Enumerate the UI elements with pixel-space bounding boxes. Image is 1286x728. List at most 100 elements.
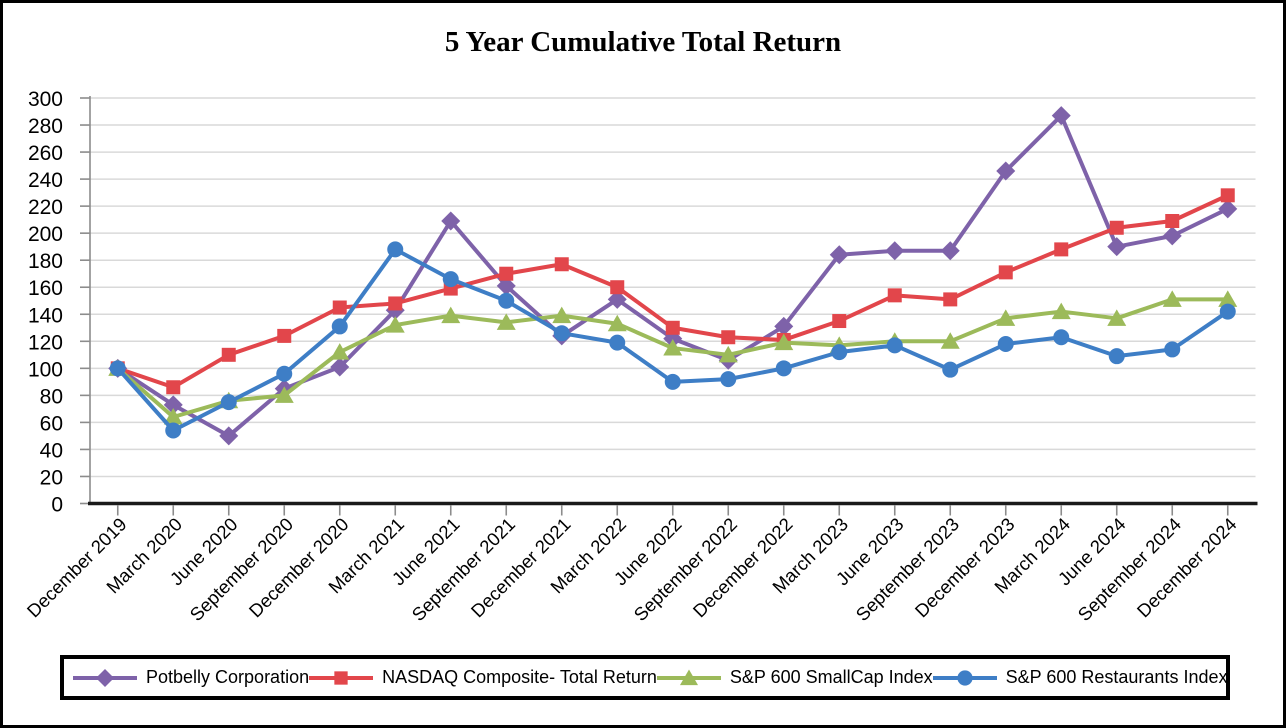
series-marker-potbelly-corporation xyxy=(774,316,794,336)
series-marker-s-p-600-restaurants-index xyxy=(109,360,126,377)
series-marker-nasdaq-composite-total-return xyxy=(721,330,736,345)
series-marker-potbelly-corporation xyxy=(441,211,461,231)
series-marker-s-p-600-smallcap-index xyxy=(552,306,572,324)
legend-item-nasdaq-composite-total-return: NASDAQ Composite- Total Return xyxy=(309,667,657,689)
series-marker-s-p-600-smallcap-index xyxy=(441,306,461,324)
series-marker-s-p-600-smallcap-index xyxy=(663,339,683,356)
y-axis-label: 160 xyxy=(28,277,63,300)
chart-title: 5 Year Cumulative Total Return xyxy=(444,26,842,58)
legend-key-marker xyxy=(95,668,115,687)
series-marker-potbelly-corporation xyxy=(1107,237,1127,257)
series-marker-potbelly-corporation xyxy=(219,426,239,446)
series-marker-s-p-600-smallcap-index xyxy=(1051,302,1071,320)
x-axis-label: December 2021 xyxy=(467,513,575,621)
x-axis-label: September 2022 xyxy=(629,513,741,625)
legend-label: Potbelly Corporation xyxy=(146,667,310,687)
y-axis-label: 80 xyxy=(40,385,63,408)
series-marker-nasdaq-composite-total-return xyxy=(554,257,569,272)
series-marker-nasdaq-composite-total-return xyxy=(1165,214,1180,229)
y-axis-label: 60 xyxy=(40,412,63,435)
series-marker-s-p-600-restaurants-index xyxy=(886,337,903,354)
series-marker-nasdaq-composite-total-return xyxy=(1054,242,1069,257)
series-marker-s-p-600-smallcap-index xyxy=(385,316,405,333)
series-marker-potbelly-corporation xyxy=(496,276,516,296)
x-axis-label: September 2023 xyxy=(851,513,963,625)
series-marker-s-p-600-restaurants-index xyxy=(609,334,626,351)
series-marker-s-p-600-smallcap-index xyxy=(1107,309,1127,326)
series-marker-s-p-600-restaurants-index xyxy=(775,360,792,377)
series-marker-s-p-600-restaurants-index xyxy=(553,325,570,342)
x-axis-label: September 2024 xyxy=(1073,513,1185,625)
series-marker-s-p-600-restaurants-index xyxy=(220,394,237,411)
series-marker-nasdaq-composite-total-return xyxy=(1220,188,1235,203)
series-marker-s-p-600-smallcap-index xyxy=(940,332,960,349)
series-marker-s-p-600-restaurants-index xyxy=(664,373,681,390)
legend-label: NASDAQ Composite- Total Return xyxy=(382,667,657,687)
legend-key-marker xyxy=(957,669,973,686)
series-marker-nasdaq-composite-total-return xyxy=(499,266,514,281)
series-marker-s-p-600-restaurants-index xyxy=(1219,303,1236,320)
series-marker-potbelly-corporation xyxy=(330,357,350,377)
line-chart-plot-area: 0 20 40 60 80 100 120 140 160 180 200 220 240 260 280 3… xyxy=(23,88,1258,625)
series-marker-s-p-600-restaurants-index xyxy=(165,422,182,439)
series-marker-potbelly-corporation xyxy=(1218,199,1238,219)
series-marker-s-p-600-restaurants-index xyxy=(1164,341,1181,358)
series-marker-s-p-600-smallcap-index xyxy=(274,386,294,403)
series-marker-s-p-600-restaurants-index xyxy=(1108,348,1125,365)
x-axis-label: December 2023 xyxy=(911,513,1019,621)
y-axis-label: 200 xyxy=(28,223,63,246)
x-axis-label: December 2019 xyxy=(23,513,131,621)
series-marker-s-p-600-restaurants-index xyxy=(276,365,293,382)
legend-label: S&P 600 Restaurants Index xyxy=(1005,667,1228,687)
y-axis-label: 0 xyxy=(51,494,63,517)
series-marker-s-p-600-smallcap-index xyxy=(163,407,183,425)
series-marker-nasdaq-composite-total-return xyxy=(277,328,292,343)
series-marker-s-p-600-smallcap-index xyxy=(996,309,1016,326)
series-marker-s-p-600-restaurants-index xyxy=(442,271,459,288)
series-marker-potbelly-corporation xyxy=(1051,106,1071,126)
legend-item-s-p-600-restaurants-index: S&P 600 Restaurants Index xyxy=(932,667,1228,689)
series-marker-s-p-600-restaurants-index xyxy=(498,292,515,309)
series-marker-s-p-600-restaurants-index xyxy=(387,241,404,258)
series-marker-potbelly-corporation xyxy=(607,289,627,309)
series-marker-potbelly-corporation xyxy=(940,241,960,261)
chart-legend: Potbelly Corporation NASDAQ Composite- To… xyxy=(60,655,1230,700)
legend-label: S&P 600 SmallCap Index xyxy=(729,667,933,687)
y-axis-label: 120 xyxy=(28,331,63,354)
series-marker-nasdaq-composite-total-return xyxy=(943,292,958,307)
x-axis-label: December 2022 xyxy=(689,513,797,621)
y-axis-label: 20 xyxy=(40,466,63,489)
series-marker-s-p-600-restaurants-index xyxy=(1053,329,1070,346)
circle-icon xyxy=(932,669,997,686)
series-marker-nasdaq-composite-total-return xyxy=(166,380,181,395)
series-marker-s-p-600-restaurants-index xyxy=(942,361,959,378)
series-marker-s-p-600-restaurants-index xyxy=(720,371,737,388)
series-marker-s-p-600-smallcap-index xyxy=(774,333,794,351)
y-axis-label: 100 xyxy=(28,358,63,381)
y-axis-label: 300 xyxy=(28,88,63,111)
series-marker-s-p-600-smallcap-index xyxy=(1218,290,1238,307)
y-axis-label: 180 xyxy=(28,250,63,273)
series-marker-nasdaq-composite-total-return xyxy=(388,296,403,311)
y-axis-label: 240 xyxy=(28,169,63,192)
series-marker-nasdaq-composite-total-return xyxy=(610,280,625,295)
series-marker-s-p-600-smallcap-index xyxy=(718,345,738,363)
series-marker-potbelly-corporation xyxy=(829,245,849,265)
series-marker-potbelly-corporation xyxy=(1162,226,1182,246)
series-marker-s-p-600-smallcap-index xyxy=(496,313,516,330)
y-axis-label: 220 xyxy=(28,196,63,219)
series-marker-s-p-600-restaurants-index xyxy=(331,318,348,335)
series-marker-nasdaq-composite-total-return xyxy=(998,265,1013,280)
legend-key-marker xyxy=(334,670,348,685)
series-marker-nasdaq-composite-total-return xyxy=(832,314,847,329)
x-axis-label: December 2020 xyxy=(245,513,353,621)
series-marker-potbelly-corporation xyxy=(163,395,183,415)
diamond-icon xyxy=(73,668,137,687)
series-marker-s-p-600-smallcap-index xyxy=(607,314,627,332)
series-marker-potbelly-corporation xyxy=(996,161,1016,181)
y-axis-label: 140 xyxy=(28,304,63,327)
y-axis-label: 260 xyxy=(28,142,63,165)
legend-key-marker xyxy=(679,668,698,685)
y-axis-label: 40 xyxy=(40,439,63,462)
series-marker-nasdaq-composite-total-return xyxy=(221,347,236,362)
